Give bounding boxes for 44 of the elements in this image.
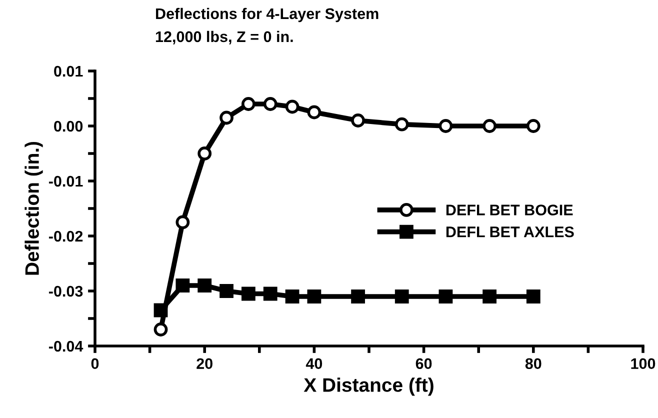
point	[482, 119, 497, 133]
point	[198, 278, 212, 292]
point	[241, 286, 256, 301]
y-tick-label: -0.03	[48, 286, 83, 297]
point	[307, 105, 322, 120]
x-tick-label: 40	[306, 358, 322, 370]
point	[438, 290, 453, 304]
point	[154, 303, 168, 318]
point	[394, 290, 409, 304]
chart-title: Deflections for 4-Layer System	[156, 8, 378, 22]
x-tick-label: 80	[525, 358, 542, 370]
point	[285, 290, 300, 304]
point	[307, 290, 322, 304]
y-axis-title: Deflection (in.)	[24, 142, 43, 275]
point	[438, 119, 453, 133]
x-tick-label: 0	[91, 358, 99, 370]
point	[263, 97, 278, 111]
point	[351, 114, 365, 128]
x-tick-label: 60	[416, 358, 432, 370]
y-tick-label: -0.04	[48, 340, 84, 352]
legend-label: DEFL BET BOGIE	[446, 204, 573, 216]
point	[241, 97, 256, 111]
chart-subtitle: 12,000 lbs, Z = 0 in.	[156, 30, 293, 44]
point	[220, 110, 234, 125]
point	[526, 290, 540, 304]
point	[526, 119, 540, 133]
point	[198, 146, 212, 160]
point	[154, 322, 168, 336]
point	[285, 100, 300, 114]
point	[394, 117, 409, 132]
x-tick-label: 20	[196, 358, 212, 370]
point	[351, 290, 365, 304]
point	[176, 278, 190, 292]
x-axis-title: X Distance (ft)	[304, 378, 434, 396]
point	[263, 286, 278, 301]
y-tick-label: 0.01	[54, 66, 83, 77]
point	[482, 290, 497, 304]
legend-label: DEFL BET AXLES	[446, 226, 574, 238]
point	[176, 215, 190, 230]
y-tick-label: 0.00	[54, 120, 83, 132]
y-tick-label: -0.01	[48, 176, 83, 187]
y-tick-label: -0.02	[48, 230, 83, 242]
point	[220, 284, 234, 298]
x-tick-label: 100	[631, 358, 656, 370]
